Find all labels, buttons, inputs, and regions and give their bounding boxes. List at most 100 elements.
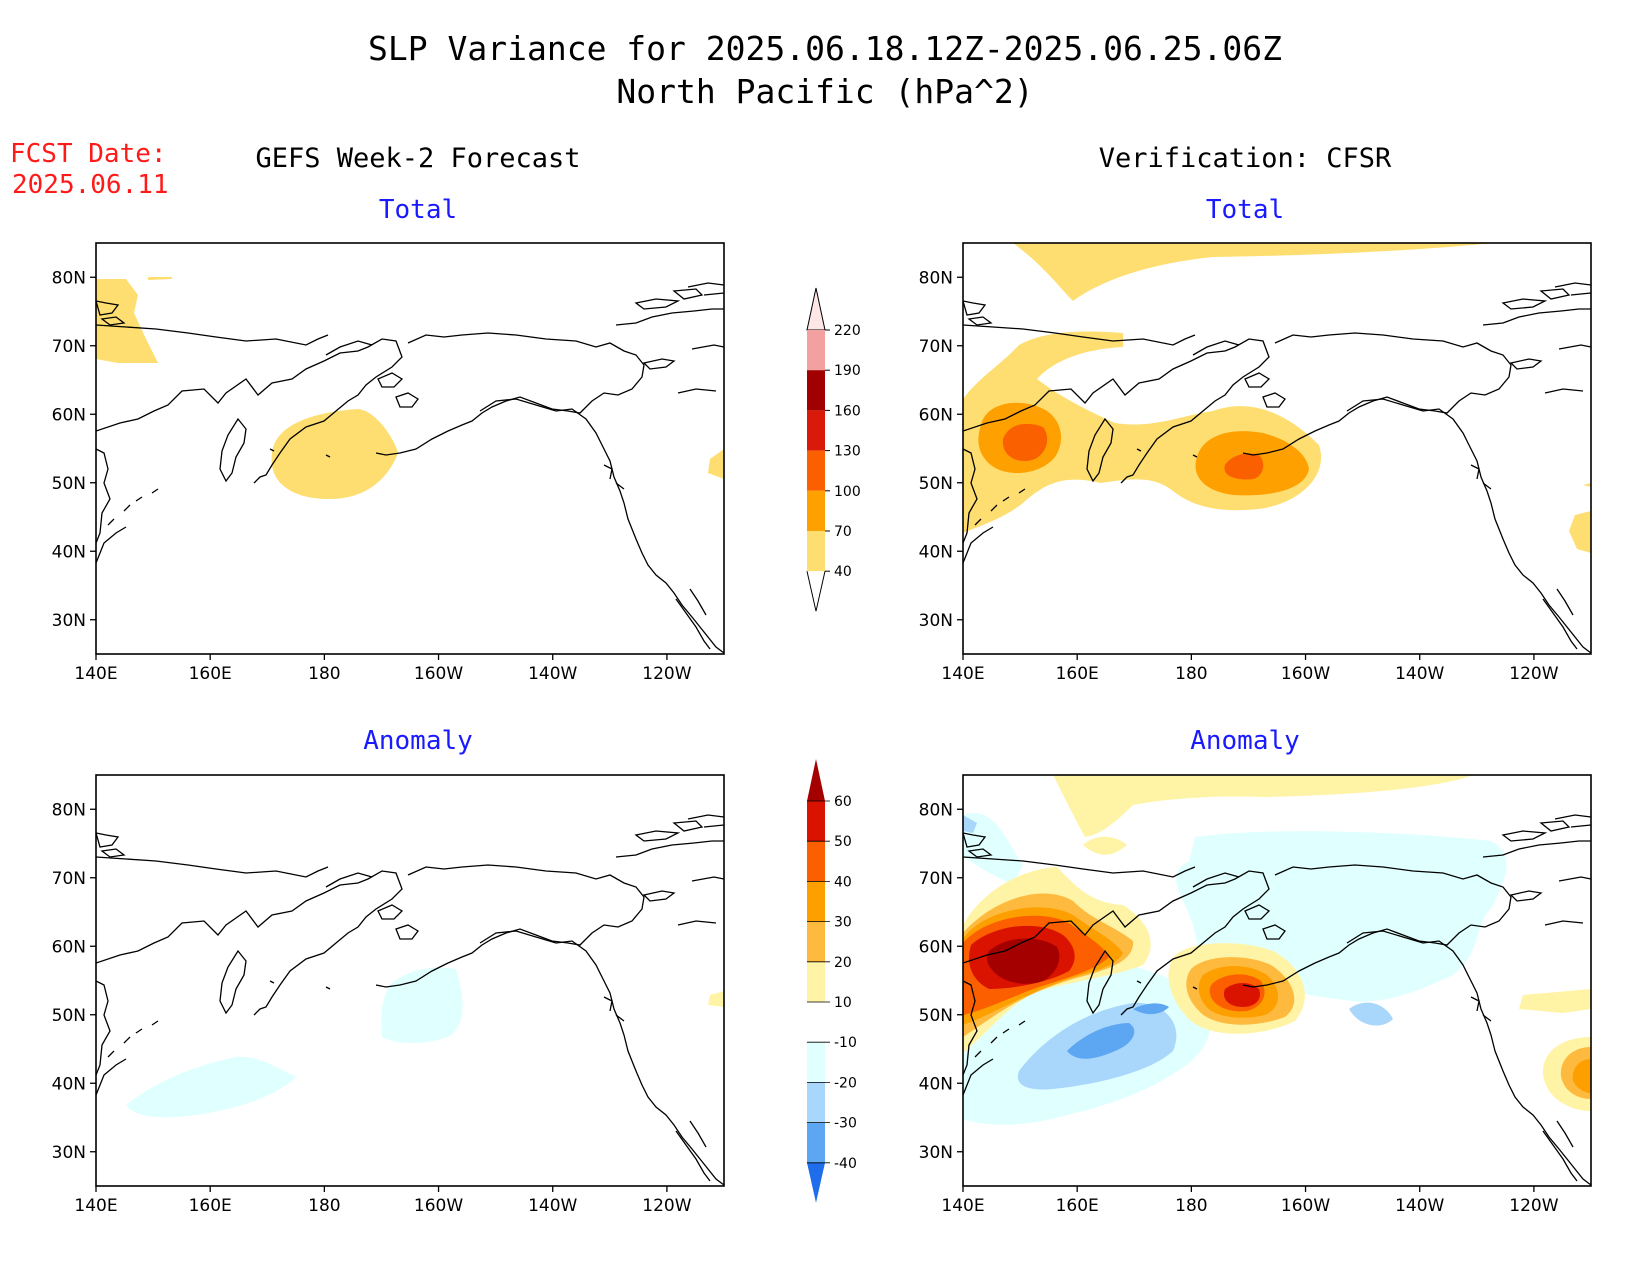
lat-tick-label: 80N <box>919 800 953 820</box>
panel-forecast-total <box>95 242 725 655</box>
lon-tick-label: 120W <box>1509 1196 1558 1216</box>
colorbar-anomaly-bin <box>807 1122 825 1163</box>
lat-tick-label: 60N <box>919 405 953 425</box>
lon-tick-label: 160E <box>189 1196 232 1216</box>
contour-minus20-east <box>1349 1002 1393 1026</box>
lon-tick-label: 140W <box>528 664 577 684</box>
lon-tick-label: 180 <box>308 664 340 684</box>
lat-tick-label: 80N <box>52 268 86 288</box>
contour-minus10-sw <box>126 1056 296 1118</box>
panel-verification-anomaly <box>962 774 1592 1187</box>
lat-tick-label: 50N <box>919 474 953 494</box>
lon-tick-label: 160W <box>414 664 463 684</box>
colorbar-anomaly-label: 60 <box>834 794 852 810</box>
lon-tick-label: 140W <box>1395 1196 1444 1216</box>
figure-title: SLP Variance for 2025.06.18.12Z-2025.06.… <box>368 29 1282 68</box>
colorbar-anomaly-bin <box>807 1002 825 1043</box>
colorbar-anomaly: 60 50 40 30 20 10 -10 -20 -30 -40 <box>807 759 857 1203</box>
panel-forecast-anomaly <box>95 774 725 1187</box>
colorbar-anomaly-label: -10 <box>834 1035 857 1051</box>
lon-tick-label: 160E <box>1056 664 1099 684</box>
lat-tick-label: 80N <box>919 268 953 288</box>
lat-tick-label: 40N <box>52 1074 86 1094</box>
colorbar-total: 220 190 160 130 100 70 40 <box>806 287 861 612</box>
colorbar-anomaly-label: 50 <box>834 834 852 850</box>
lat-tick-label: 30N <box>52 1143 86 1163</box>
colorbar-total-bottom-arrow <box>806 571 826 612</box>
lat-tick-label: 60N <box>52 937 86 957</box>
contour-40-east <box>708 449 724 479</box>
lat-tick-label: 80N <box>52 800 86 820</box>
colorbar-anomaly-bin <box>807 801 825 842</box>
colorbar-total-bin <box>807 490 825 531</box>
colorbar-anomaly-bin <box>807 1082 825 1123</box>
colorbar-total-bin <box>807 370 825 411</box>
colorbar-anomaly-label: 20 <box>834 955 852 971</box>
colorbar-total-bin <box>807 450 825 491</box>
lon-tick-label: 120W <box>642 1196 691 1216</box>
lon-tick-label: 140E <box>941 1196 984 1216</box>
contour-40-arctic <box>1013 243 1493 301</box>
lat-tick-label: 30N <box>919 1143 953 1163</box>
colorbar-total-label: 130 <box>834 444 861 460</box>
contour-minus30-sw <box>1067 1023 1135 1059</box>
contour-minus20-nw <box>963 815 977 833</box>
colorbar-total-label: 70 <box>834 524 852 540</box>
lat-tick-label: 70N <box>919 869 953 889</box>
axes: 140E 160E 180 160W 140W 120W 80N 70N 60N 50N 40N 30… <box>52 268 1559 1216</box>
colorbar-anomaly-bin <box>807 921 825 962</box>
contour-minus10-nw <box>963 813 1023 885</box>
lat-tick-label: 50N <box>52 1006 86 1026</box>
column-title-verification: Verification: CFSR <box>1099 143 1392 174</box>
lon-tick-label: 180 <box>1175 1196 1207 1216</box>
contour-minus10-gulf <box>381 967 463 1043</box>
colorbar-total-label: 160 <box>834 403 861 419</box>
colorbar-anomaly-bin <box>807 961 825 1002</box>
lon-tick-label: 140E <box>74 664 117 684</box>
contour-60-west <box>987 938 1060 984</box>
panel-title-verification-total: Total <box>1206 195 1284 225</box>
contour-10-east <box>708 991 724 1007</box>
lon-tick-label: 180 <box>308 1196 340 1216</box>
colorbar-anomaly-label: 30 <box>834 915 852 931</box>
colorbar-anomaly-bottom-arrow <box>807 1162 825 1203</box>
colorbar-anomaly-label: -40 <box>834 1156 857 1172</box>
contour-40-dot <box>1583 483 1591 487</box>
lat-tick-label: 30N <box>52 611 86 631</box>
lon-tick-label: 160W <box>1281 1196 1330 1216</box>
contour-minus30-small <box>1133 1003 1169 1015</box>
lat-tick-label: 60N <box>52 405 86 425</box>
colorbar-total-bin <box>807 531 825 572</box>
lat-tick-label: 40N <box>919 1074 953 1094</box>
lat-tick-label: 60N <box>919 937 953 957</box>
colorbar-anomaly-label: 40 <box>834 874 852 890</box>
colorbar-total-label: 40 <box>834 564 852 580</box>
contour-30-far-east <box>1572 1059 1591 1093</box>
figure-subtitle: North Pacific (hPa^2) <box>616 72 1033 111</box>
colorbar-anomaly-bin <box>807 841 825 882</box>
lon-tick-label: 140W <box>528 1196 577 1216</box>
lat-tick-label: 70N <box>52 869 86 889</box>
colorbar-total-top-arrow <box>806 287 826 331</box>
contour-40-east <box>1569 511 1591 553</box>
panel-title-forecast-anomaly: Anomaly <box>363 726 473 756</box>
contour-40-arctic <box>96 279 158 363</box>
colorbar-anomaly-bin <box>807 881 825 922</box>
contour-10-arctic <box>1053 775 1473 837</box>
lon-tick-label: 160W <box>1281 664 1330 684</box>
column-title-forecast: GEFS Week-2 Forecast <box>255 143 580 174</box>
contour-40-aleutian <box>271 409 398 499</box>
colorbar-total-bin <box>807 330 825 371</box>
colorbar-total-bin <box>807 410 825 451</box>
contour-10-far-east <box>1519 989 1591 1013</box>
lon-tick-label: 160E <box>1056 1196 1099 1216</box>
contour-40-small <box>148 277 172 280</box>
lon-tick-label: 120W <box>642 664 691 684</box>
contour-100-east <box>1224 453 1264 480</box>
colorbar-anomaly-label: -20 <box>834 1075 857 1091</box>
colorbar-total-label: 100 <box>834 484 861 500</box>
lat-tick-label: 50N <box>919 1006 953 1026</box>
contour-100-west <box>1002 423 1048 461</box>
lon-tick-label: 140W <box>1395 664 1444 684</box>
